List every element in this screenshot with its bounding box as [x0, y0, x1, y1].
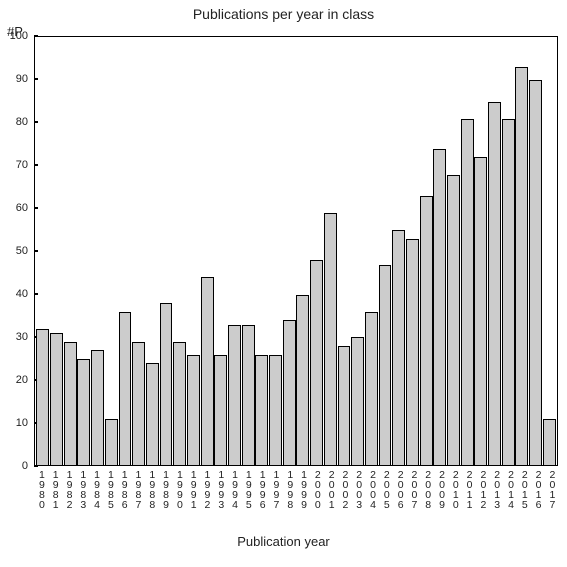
x-tick-label: 2 0 0 0: [311, 468, 324, 510]
bar: [406, 239, 419, 466]
x-tick-label: 1 9 9 1: [187, 468, 200, 510]
y-tick-label: 0: [22, 460, 34, 472]
bar: [461, 119, 474, 466]
x-tick-label: 2 0 0 9: [436, 468, 449, 510]
bars-container: [35, 37, 557, 466]
bar: [379, 265, 392, 466]
x-tick-label: 2 0 0 6: [394, 468, 407, 510]
bar: [77, 359, 90, 466]
x-tick-label: 2 0 0 3: [353, 468, 366, 510]
bar: [488, 102, 501, 466]
bar: [91, 350, 104, 466]
bar: [50, 333, 63, 466]
bar: [283, 320, 296, 466]
x-tick-label: 2 0 1 6: [532, 468, 545, 510]
x-tick-label: 2 0 0 2: [339, 468, 352, 510]
bar: [132, 342, 145, 466]
bar: [365, 312, 378, 466]
x-tick-label: 2 0 1 1: [463, 468, 476, 510]
bar: [269, 355, 282, 466]
bar: [296, 295, 309, 466]
y-tick-label: 40: [16, 288, 34, 300]
x-tick-label: 2 0 1 7: [546, 468, 559, 510]
x-tick-label: 2 0 1 2: [477, 468, 490, 510]
x-tick-label: 1 9 8 1: [49, 468, 62, 510]
y-tick-label: 10: [16, 417, 34, 429]
x-tick-label: 1 9 8 9: [160, 468, 173, 510]
bar: [173, 342, 186, 466]
bar: [502, 119, 515, 466]
x-tick-label: 2 0 0 7: [408, 468, 421, 510]
bar: [242, 325, 255, 466]
bar: [64, 342, 77, 466]
y-tick-label: 100: [10, 30, 34, 42]
y-tick-label: 20: [16, 374, 34, 386]
x-axis-line: [35, 465, 557, 466]
x-tick-label: 2 0 0 4: [367, 468, 380, 510]
x-tick-label: 2 0 0 8: [422, 468, 435, 510]
bar: [160, 303, 173, 466]
bar: [36, 329, 49, 466]
x-axis-labels: 1 9 8 01 9 8 11 9 8 21 9 8 31 9 8 41 9 8…: [34, 468, 560, 510]
x-tick-label: 1 9 9 9: [298, 468, 311, 510]
x-tick-label: 1 9 9 5: [242, 468, 255, 510]
plot-area: [34, 36, 558, 466]
x-tick-label: 2 0 0 5: [380, 468, 393, 510]
y-tick-label: 70: [16, 159, 34, 171]
y-axis-ticks: 0102030405060708090100: [0, 36, 34, 466]
bar: [146, 363, 159, 466]
x-tick-label: 1 9 9 3: [215, 468, 228, 510]
x-tick-label: 1 9 8 6: [118, 468, 131, 510]
bar: [515, 67, 528, 466]
bar: [228, 325, 241, 466]
y-tick-label: 90: [16, 73, 34, 85]
bar: [420, 196, 433, 466]
x-tick-label: 1 9 8 0: [35, 468, 48, 510]
x-tick-label: 2 0 1 0: [449, 468, 462, 510]
x-tick-label: 2 0 1 4: [504, 468, 517, 510]
x-tick-label: 1 9 9 8: [284, 468, 297, 510]
bar: [392, 230, 405, 466]
bar: [201, 277, 214, 466]
y-tick-label: 50: [16, 245, 34, 257]
x-axis-title: Publication year: [0, 534, 567, 549]
x-tick-label: 1 9 9 0: [173, 468, 186, 510]
x-tick-label: 2 0 0 1: [325, 468, 338, 510]
bar: [255, 355, 268, 466]
x-tick-label: 1 9 9 4: [229, 468, 242, 510]
bar: [310, 260, 323, 466]
y-tick-label: 80: [16, 116, 34, 128]
bar: [447, 175, 460, 466]
bar: [543, 419, 556, 466]
x-tick-label: 1 9 8 3: [77, 468, 90, 510]
x-tick-label: 1 9 8 4: [91, 468, 104, 510]
bar: [474, 157, 487, 466]
bar: [351, 337, 364, 466]
x-tick-label: 1 9 8 7: [132, 468, 145, 510]
x-tick-label: 1 9 9 2: [201, 468, 214, 510]
x-tick-label: 1 9 9 6: [256, 468, 269, 510]
x-tick-label: 1 9 8 8: [146, 468, 159, 510]
bar: [187, 355, 200, 466]
y-tick-label: 30: [16, 331, 34, 343]
bar: [119, 312, 132, 466]
x-tick-label: 1 9 8 2: [63, 468, 76, 510]
bar: [324, 213, 337, 466]
bar: [105, 419, 118, 466]
bar: [529, 80, 542, 466]
x-tick-label: 2 0 1 5: [518, 468, 531, 510]
bar: [433, 149, 446, 466]
bar: [214, 355, 227, 466]
bar: [338, 346, 351, 466]
y-tick-label: 60: [16, 202, 34, 214]
x-tick-label: 1 9 8 5: [104, 468, 117, 510]
x-tick-label: 1 9 9 7: [270, 468, 283, 510]
chart-title: Publications per year in class: [0, 6, 567, 22]
x-tick-label: 2 0 1 3: [491, 468, 504, 510]
